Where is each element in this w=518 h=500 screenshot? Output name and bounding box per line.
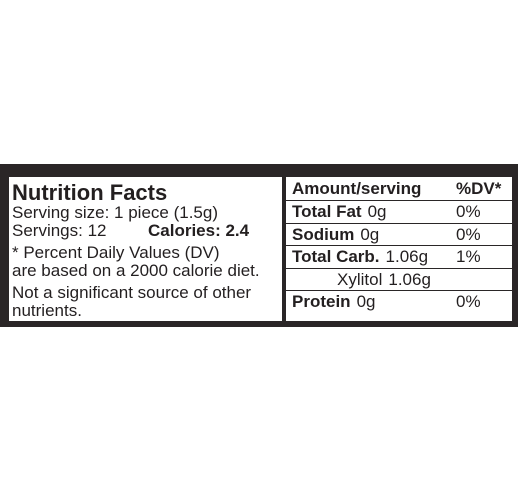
title: Nutrition Facts <box>12 180 168 205</box>
nutrient-amount: 1.06g <box>385 247 429 266</box>
row-rule <box>286 200 512 201</box>
nutrient-name: Protein <box>292 292 351 311</box>
nutrient-name: Total Fat <box>292 202 362 221</box>
nutrient-dv: 0% <box>456 224 481 244</box>
nutrient-name: Sodium <box>292 224 355 244</box>
nutrient-dv: 1% <box>456 247 481 266</box>
calories: Calories: 2.4 <box>148 221 250 240</box>
row-rule <box>286 222 512 224</box>
nutrient-name: Total Carb. <box>292 247 380 266</box>
table-header: Amount/serving <box>292 179 422 198</box>
row-rule <box>286 267 512 269</box>
other-note: nutrients. <box>12 301 82 320</box>
serving-size: Serving size: 1 piece (1.5g) <box>12 203 218 222</box>
nutrient-dv: 0% <box>456 202 481 221</box>
facts-box: Nutrition Facts Serving size: 1 piece (1… <box>9 177 282 321</box>
row-rule <box>286 245 512 246</box>
nutrient-amount: 0g <box>356 292 376 311</box>
nutrient-amount: 1.06g <box>388 269 431 289</box>
dv-note: are based on a 2000 calorie diet. <box>12 261 260 280</box>
nutrient-dv: 0% <box>456 292 481 311</box>
dv-note: * Percent Daily Values (DV) <box>12 243 220 262</box>
servings: Servings: 12 <box>12 221 107 240</box>
other-note: Not a significant source of other <box>12 283 252 302</box>
nutrient-name: Xylitol <box>337 269 383 289</box>
nutrient-table: Amount/serving %DV* Total Fat 0g 0% Sodium 0… <box>286 177 512 321</box>
nutrient-amount: 0g <box>360 224 380 244</box>
table-header: %DV* <box>456 179 502 198</box>
nutrient-amount: 0g <box>367 202 387 221</box>
row-rule <box>286 290 512 291</box>
